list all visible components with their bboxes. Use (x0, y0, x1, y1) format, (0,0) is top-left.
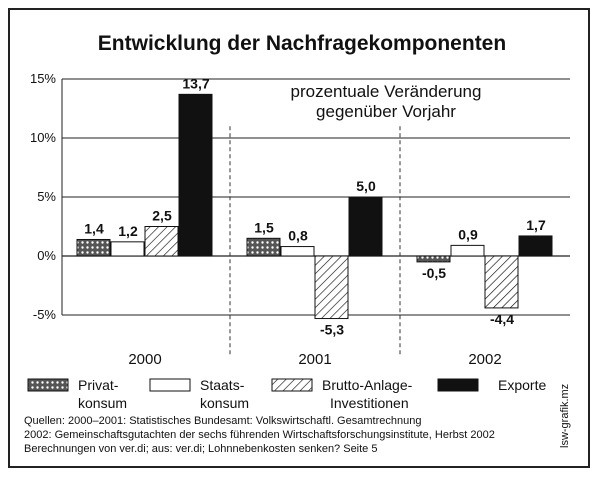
x-category-label: 2000 (128, 351, 161, 368)
bar (518, 235, 553, 257)
chart-subtitle-line2: gegenüber Vorjahr (316, 102, 456, 121)
bar (416, 255, 451, 263)
legend: Privat-konsum Staats-konsum Brutto-Anlage-… (27, 377, 546, 411)
bar (484, 255, 519, 309)
legend-label: Brutto-Anlage- (322, 377, 413, 393)
bar (246, 237, 281, 257)
source-line-1: Quellen: 2000–2001: Statistisches Bundes… (24, 415, 421, 427)
bar-labels: 1,4 1,2 2,5 13,7 1,5 0,8 -5,3 5,0 -0,5 0,9 -4,4 1,7 (84, 75, 546, 337)
x-axis-categories: 2000 2001 2002 (128, 351, 501, 368)
y-tick-label: -5% (33, 307, 57, 322)
bar (314, 255, 349, 320)
bar (76, 238, 111, 257)
x-category-label: 2001 (298, 351, 331, 368)
legend-swatch (149, 378, 191, 392)
legend-label: konsum (200, 395, 249, 411)
chart: Entwicklung der Nachfragekomponenten pro… (24, 32, 571, 455)
chart-frame: Entwicklung der Nachfragekomponenten pro… (8, 8, 590, 468)
bar (144, 226, 179, 257)
chart-subtitle-line1: prozentuale Veränderung (291, 82, 482, 101)
bars (76, 93, 553, 320)
legend-label: Staats- (200, 377, 245, 393)
bar-value-label: -0,5 (422, 265, 446, 281)
legend-label: Exporte (498, 377, 546, 393)
legend-swatch (27, 378, 69, 392)
y-tick-label: 0% (37, 248, 56, 263)
legend-swatch (437, 378, 479, 392)
bar (178, 93, 213, 257)
credit-text: lsw-grafik.mz (559, 384, 571, 448)
bar-value-label: 1,7 (526, 217, 546, 233)
bar (450, 244, 485, 257)
bar-value-label: 1,4 (84, 220, 104, 236)
bar (110, 241, 145, 257)
source-line-3: Berechnungen von ver.di; aus: ver.di; Lo… (24, 443, 377, 455)
y-tick-label: 15% (30, 71, 56, 86)
bar-value-label: 1,5 (254, 219, 274, 235)
legend-label: konsum (78, 395, 127, 411)
bar-value-label: 0,8 (288, 228, 308, 244)
bar (348, 196, 383, 257)
bar-value-label: -4,4 (490, 311, 514, 327)
y-tick-label: 5% (37, 189, 56, 204)
legend-label: Privat- (78, 377, 119, 393)
bar-value-label: 5,0 (356, 178, 376, 194)
group-separators (229, 126, 401, 355)
legend-label: Investitionen (330, 395, 409, 411)
y-tick-label: 10% (30, 130, 56, 145)
y-axis-ticks: 15% 10% 5% 0% -5% (30, 71, 56, 322)
source-line-2: 2002: Gemeinschaftsgutachten der sechs f… (24, 429, 495, 441)
bar (280, 246, 315, 257)
bar-value-label: 13,7 (182, 75, 209, 91)
bar-value-label: -5,3 (320, 322, 344, 338)
bar-value-label: 1,2 (118, 223, 138, 239)
x-category-label: 2002 (468, 351, 501, 368)
legend-swatch (271, 378, 313, 392)
chart-title: Entwicklung der Nachfragekomponenten (98, 32, 506, 55)
bar-value-label: 2,5 (152, 208, 172, 224)
bar-value-label: 0,9 (458, 226, 478, 242)
